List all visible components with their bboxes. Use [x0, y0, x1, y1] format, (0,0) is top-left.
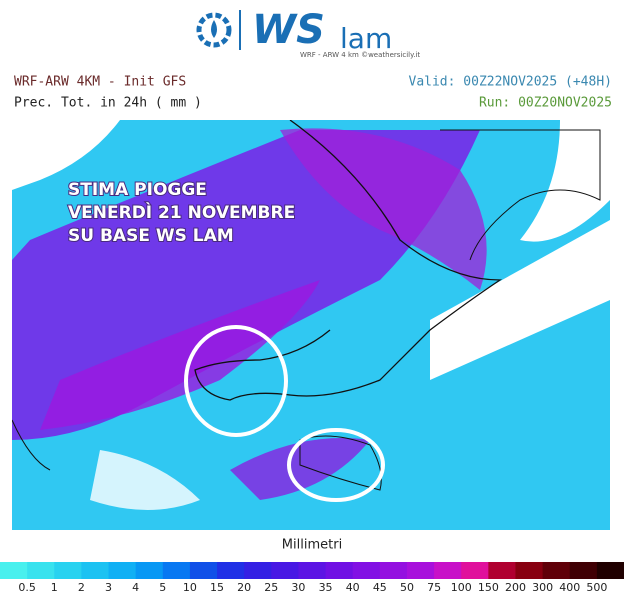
- colorbar-swatch: [352, 562, 381, 579]
- valid-label: Valid: 00Z22NOV2025 (+48H): [409, 75, 613, 90]
- colorbar: 0.5 1 2 3 4 5 10 15 20 25 30 35 40 45 50 75 100 150 200 300…: [0, 562, 624, 594]
- model-label: WRF-ARW 4KM - Init GFS: [14, 75, 186, 90]
- colorbar-swatch: [542, 562, 571, 579]
- logo-brand: WS: [252, 7, 325, 53]
- coastline: [12, 419, 51, 471]
- colorbar-swatch: [461, 562, 489, 579]
- colorbar-swatch: [298, 562, 327, 579]
- colorbar-label: 35: [319, 581, 333, 594]
- colorbar-swatch: [379, 562, 408, 579]
- logo-tagline: WRF - ARW 4 km ©weathersicily.it: [300, 51, 420, 59]
- colorbar-label: 400: [559, 581, 580, 594]
- colorbar-swatch: [434, 562, 462, 579]
- colorbar-label: 150: [478, 581, 499, 594]
- colorbar-label: 3: [105, 581, 112, 594]
- colorbar-label: 50: [400, 581, 414, 594]
- coastline: [194, 120, 503, 401]
- colorbar-label: 300: [532, 581, 553, 594]
- colorbar-swatch: [162, 562, 191, 579]
- colorbar-swatch: [271, 562, 299, 579]
- colorbar-swatch: [488, 562, 516, 579]
- colorbar-label: 75: [427, 581, 441, 594]
- colorbar-swatch: [217, 562, 245, 579]
- colorbar-swatch: [325, 562, 354, 579]
- highlight-circle: [184, 325, 288, 437]
- colorbar-swatch: [244, 562, 272, 579]
- colorbar-swatch: [406, 562, 435, 579]
- colorbar-label: 1: [51, 581, 58, 594]
- colorbar-swatch: [515, 562, 544, 579]
- colorbar-swatch: [0, 562, 28, 579]
- border: [440, 129, 601, 261]
- colorbar-swatch: [27, 562, 55, 579]
- colorbar-title: Millimetri: [282, 538, 342, 553]
- colorbar-swatch: [596, 562, 624, 579]
- colorbar-label: 5: [159, 581, 166, 594]
- colorbar-label: 40: [346, 581, 360, 594]
- colorbar-swatch: [54, 562, 82, 579]
- dry-area: [520, 120, 610, 242]
- colorbar-label: 45: [373, 581, 387, 594]
- annotation-line: VENERDÌ 21 NOVEMBRE: [68, 201, 295, 223]
- colorbar-swatch: [135, 562, 164, 579]
- dry-area: [90, 450, 200, 510]
- colorbar-swatch: [108, 562, 137, 579]
- colorbar-swatch: [81, 562, 110, 579]
- colorbar-label: 25: [264, 581, 278, 594]
- logo-suffix: lam: [340, 22, 392, 55]
- logo-drop: [211, 20, 217, 38]
- annotation-line: STIMA PIOGGE: [68, 180, 207, 200]
- colorbar-label: 4: [132, 581, 139, 594]
- rain-band: [40, 280, 320, 430]
- rain-band: [280, 128, 487, 290]
- colorbar-label: 500: [586, 581, 607, 594]
- field-label: Prec. Tot. in 24h ( mm ): [14, 96, 202, 111]
- highlight-circle: [287, 428, 385, 502]
- map: STIMA PIOGGE VENERDÌ 21 NOVEMBRE SU BASE…: [12, 120, 610, 530]
- dry-area: [430, 220, 610, 380]
- colorbar-label: 20: [237, 581, 251, 594]
- colorbar-label: 100: [451, 581, 472, 594]
- colorbar-label: 2: [78, 581, 85, 594]
- colorbar-label: 30: [291, 581, 305, 594]
- colorbar-label: 200: [505, 581, 526, 594]
- colorbar-label: 15: [210, 581, 224, 594]
- colorbar-swatch: [569, 562, 598, 579]
- rain-band: [230, 438, 370, 500]
- colorbar-label: 10: [183, 581, 197, 594]
- logo: WS lam WRF - ARW 4 km ©weathersicily.it: [196, 7, 420, 59]
- run-label: Run: 00Z20NOV2025: [479, 96, 612, 111]
- logo-gear: [196, 12, 232, 48]
- dry-area: [12, 120, 120, 190]
- colorbar-swatch: [189, 562, 218, 579]
- colorbar-label: 0.5: [18, 581, 36, 594]
- annotation-line: SU BASE WS LAM: [68, 226, 234, 246]
